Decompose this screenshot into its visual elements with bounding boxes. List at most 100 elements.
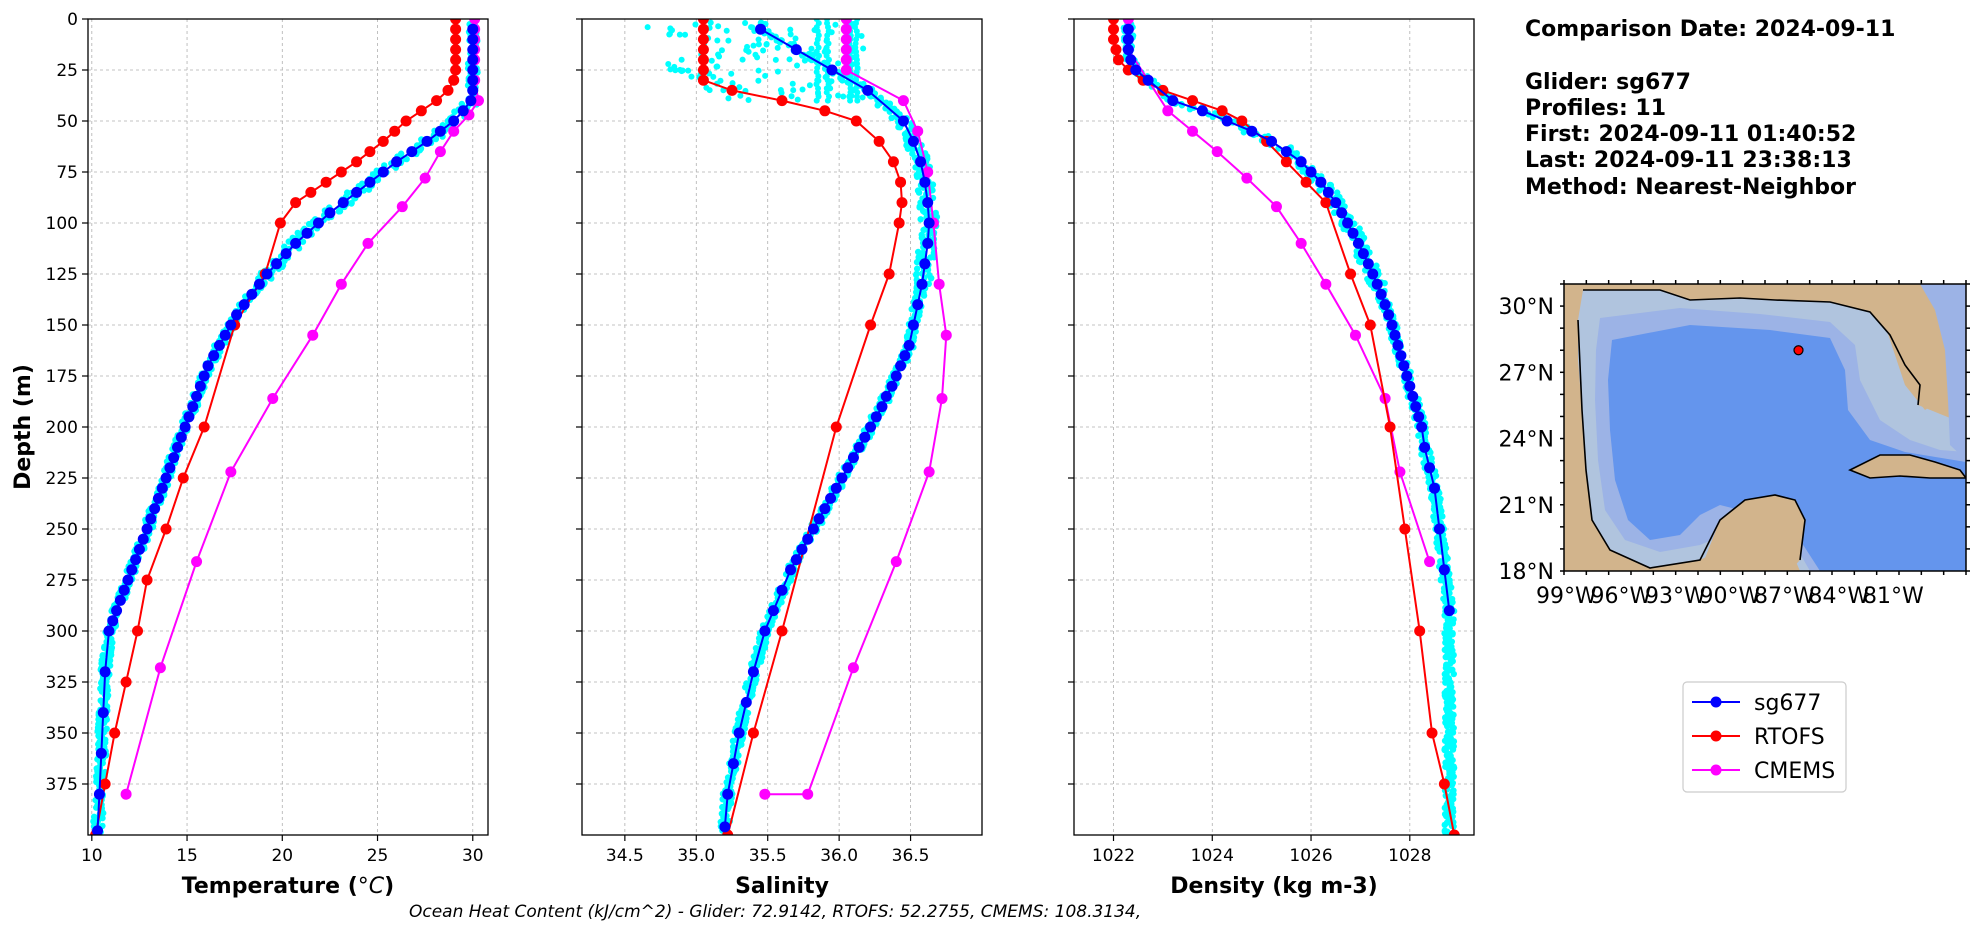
x-tick-label: 35.0 (677, 846, 715, 866)
glider-profile-point (801, 57, 808, 64)
data-point-sg677 (865, 421, 877, 433)
glider-profile-point (917, 216, 924, 223)
data-point-rtofs (198, 421, 210, 433)
glider-profile-point (1437, 576, 1445, 583)
data-point-cmems (933, 278, 945, 290)
data-point-cmems (936, 392, 948, 404)
data-point-sg677 (164, 462, 176, 474)
data-point-sg677 (830, 482, 842, 494)
data-point-cmems (472, 95, 484, 107)
data-point-cmems (840, 23, 852, 35)
glider-profile-point (806, 82, 813, 89)
data-point-rtofs (1157, 84, 1169, 96)
data-point-cmems (307, 329, 319, 341)
glider-profile-point (840, 93, 847, 100)
data-point-sg677 (785, 564, 797, 576)
glider-profile-point (792, 35, 799, 42)
legend-box (1682, 681, 1847, 793)
data-point-sg677 (919, 176, 931, 188)
data-point-sg677 (1347, 227, 1359, 239)
glider-profile-point (808, 45, 815, 52)
y-tick-label: 375 (46, 775, 78, 795)
data-point-sg677 (337, 197, 349, 209)
info-block: Comparison Date: 2024-09-11 Glider: sg67… (1525, 17, 1895, 200)
data-point-cmems (897, 95, 909, 107)
legend-marker (1710, 764, 1722, 776)
glider-profile-point (774, 44, 781, 51)
glider-profile-point (688, 73, 695, 80)
data-point-sg677 (160, 472, 172, 484)
data-point-rtofs (450, 54, 462, 66)
data-point-cmems (802, 788, 814, 800)
glider-profile-point (874, 102, 881, 109)
data-point-sg677 (897, 115, 909, 127)
data-point-rtofs (1320, 197, 1332, 209)
glider-profile-point (1450, 738, 1458, 745)
data-point-cmems (840, 54, 852, 66)
glider-profile-point (787, 26, 794, 33)
data-point-sg677 (1398, 360, 1410, 372)
data-point-sg677 (95, 747, 107, 759)
data-point-rtofs (747, 727, 759, 739)
data-point-sg677 (1167, 95, 1179, 107)
salinity-axis-title: Salinity (735, 874, 829, 899)
depth-axis-title: Depth (m) (11, 364, 36, 490)
data-point-sg677 (1395, 350, 1407, 362)
glider-profile-point (715, 23, 722, 30)
glider-profile-point (914, 248, 922, 256)
glider-profile-point (832, 21, 839, 28)
data-point-sg677 (1410, 401, 1422, 413)
data-point-sg677 (1416, 421, 1428, 433)
data-point-rtofs (1399, 523, 1411, 535)
glider-profile-point (685, 67, 692, 74)
x-tick-label: 20 (271, 846, 293, 866)
data-point-rtofs (1300, 176, 1312, 188)
data-point-sg677 (324, 207, 336, 219)
data-point-sg677 (1221, 115, 1233, 127)
map-lat-label: 21°N (1499, 494, 1554, 519)
data-point-sg677 (457, 105, 469, 117)
glider-profile-point (789, 80, 796, 87)
x-tick-label: 10 (81, 846, 103, 866)
data-point-sg677 (747, 666, 759, 678)
data-point-sg677 (1322, 186, 1334, 198)
data-point-sg677 (907, 319, 919, 331)
data-point-rtofs (865, 319, 877, 331)
data-point-cmems (759, 788, 771, 800)
glider-profile-point (714, 37, 721, 44)
data-point-cmems (890, 556, 902, 568)
glider-profile-point (1450, 670, 1457, 678)
comparison-date: Comparison Date: 2024-09-11 (1525, 17, 1895, 42)
data-point-sg677 (886, 380, 898, 392)
glider-profile-point (1428, 494, 1435, 502)
data-point-cmems (923, 466, 935, 478)
data-point-sg677 (790, 554, 802, 566)
data-point-cmems (120, 788, 132, 800)
data-point-rtofs (120, 676, 132, 688)
glider-profile-point (678, 68, 685, 75)
glider-profile-point (762, 72, 769, 79)
map-lat-label: 27°N (1499, 361, 1554, 386)
x-tick-label: 36.0 (820, 846, 858, 866)
glider-profile-point (666, 30, 673, 37)
glider-profile-point (745, 48, 752, 55)
data-point-rtofs (1112, 54, 1124, 66)
data-point-sg677 (1433, 523, 1445, 535)
glider-profile-point (299, 238, 307, 245)
y-tick-label: 25 (56, 61, 78, 81)
glider-profile-point (772, 56, 779, 63)
map-lon-label: 93°W (1645, 584, 1706, 609)
data-point-sg677 (890, 370, 902, 382)
salinity-gridlines (582, 18, 982, 835)
glider-profile-point (786, 56, 793, 63)
data-point-sg677 (1362, 258, 1374, 270)
data-point-rtofs (335, 166, 347, 178)
glider-profile-point (1442, 812, 1450, 820)
data-point-sg677 (1315, 176, 1327, 188)
depth-ticks: 0 25 50 75 100 125 150 175 200 225 250 275 300 325 350… (46, 10, 88, 795)
y-tick-label: 100 (46, 214, 78, 234)
data-point-sg677 (1392, 339, 1404, 351)
data-point-sg677 (912, 299, 924, 311)
data-point-sg677 (351, 186, 363, 198)
data-point-rtofs (442, 84, 454, 96)
